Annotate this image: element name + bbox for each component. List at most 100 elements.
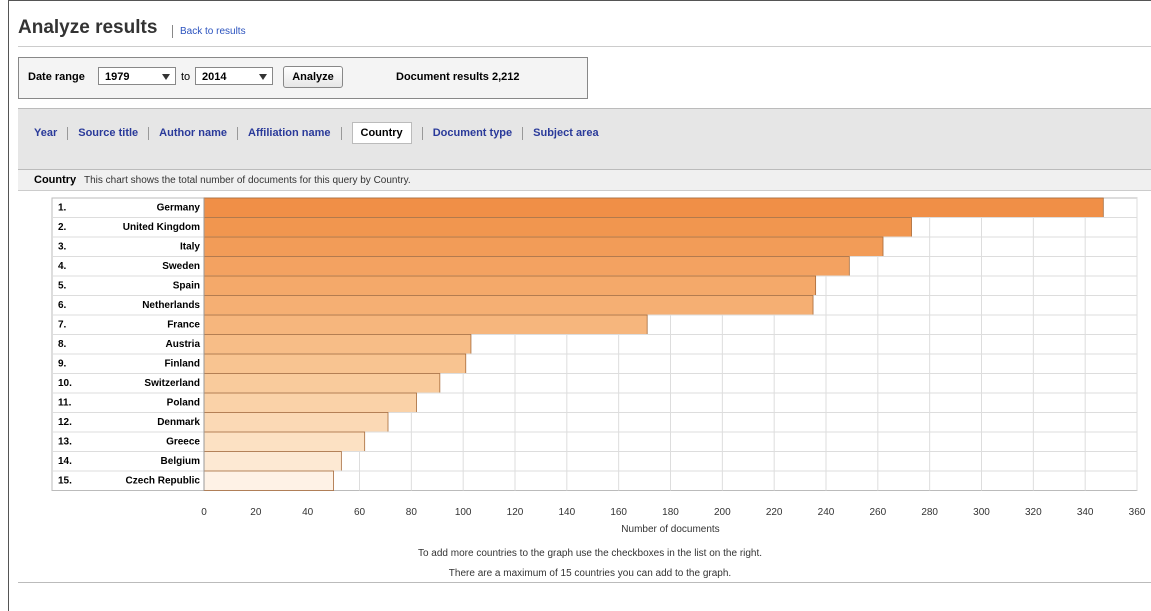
note: There are a maximum of 15 countries you … xyxy=(449,568,731,579)
to-select[interactable]: 2014 xyxy=(195,67,273,85)
rank-label: 5. xyxy=(58,280,67,291)
x-tick-label: 260 xyxy=(869,507,886,518)
bar xyxy=(203,373,441,394)
bar xyxy=(203,412,389,433)
x-tick-label: 320 xyxy=(1025,507,1042,518)
bar xyxy=(203,197,1104,218)
tab[interactable]: Subject area xyxy=(533,127,599,139)
separator xyxy=(172,25,173,38)
section-description: This chart shows the total number of doc… xyxy=(84,175,411,186)
x-tick-label: 120 xyxy=(507,507,524,518)
category-label: Switzerland xyxy=(144,378,200,389)
bar xyxy=(203,353,467,374)
category-label: Germany xyxy=(157,202,201,213)
x-tick-label: 280 xyxy=(921,507,938,518)
tab-separator xyxy=(148,126,150,140)
x-tick-label: 40 xyxy=(302,507,314,518)
category-label: Greece xyxy=(166,436,200,447)
tab-separator xyxy=(67,126,69,140)
page: Analyze results Back to results Date ran… xyxy=(8,0,1151,611)
bar xyxy=(203,236,884,257)
rank-label: 6. xyxy=(58,300,67,311)
x-tick-label: 80 xyxy=(406,507,418,518)
rank-label: 14. xyxy=(58,456,72,467)
rank-label: 1. xyxy=(58,202,67,213)
x-tick-label: 140 xyxy=(558,507,575,518)
category-label: France xyxy=(167,319,200,330)
result-count: Document results 2,212 xyxy=(396,71,520,83)
to-label: to xyxy=(181,71,191,83)
category-label: Czech Republic xyxy=(126,475,201,486)
tab-separator xyxy=(421,126,423,140)
x-tick-label: 160 xyxy=(610,507,627,518)
dropdown-arrow xyxy=(259,74,267,80)
category-label: Netherlands xyxy=(142,300,200,311)
x-tick-label: 240 xyxy=(818,507,835,518)
category-label: Italy xyxy=(180,241,200,252)
category-label: Belgium xyxy=(161,456,201,467)
category-label: United Kingdom xyxy=(123,222,200,233)
rank-label: 13. xyxy=(58,436,72,447)
x-tick-label: 60 xyxy=(354,507,366,518)
bar xyxy=(203,392,417,413)
x-axis-label: Number of documents xyxy=(621,524,719,535)
rank-label: 8. xyxy=(58,339,67,350)
date-range-label: Date range xyxy=(28,71,85,83)
x-tick-label: 20 xyxy=(250,507,262,518)
chart: 0 20 40 60 80 100 120 140 160 180 200 220 240 260 280 3… xyxy=(51,197,1146,579)
x-tick-label: 360 xyxy=(1129,507,1146,518)
rank-label: 11. xyxy=(58,397,72,408)
tab[interactable]: Affiliation name xyxy=(248,127,331,139)
x-tick-label: 340 xyxy=(1077,507,1094,518)
rank-label: 15. xyxy=(58,475,72,486)
tab[interactable]: Author name xyxy=(159,127,227,139)
rank-label: 4. xyxy=(58,261,67,272)
dropdown-arrow xyxy=(162,74,170,80)
x-tick-label: 0 xyxy=(201,507,207,518)
rank-label: 10. xyxy=(58,378,72,389)
analyze-button[interactable]: Analyze xyxy=(283,66,343,88)
category-label: Spain xyxy=(173,280,200,291)
x-tick-label: 100 xyxy=(455,507,472,518)
tab[interactable]: Document type xyxy=(432,127,513,139)
bar xyxy=(203,470,334,491)
section-title: Country xyxy=(34,174,77,186)
tab[interactable]: Country xyxy=(351,122,412,144)
page-title: Analyze results xyxy=(18,17,158,38)
from-select[interactable]: 1979 xyxy=(98,67,176,85)
section-header xyxy=(18,170,1151,191)
tab-separator xyxy=(237,126,238,140)
category-label: Sweden xyxy=(162,261,200,272)
bar xyxy=(203,334,472,355)
bar xyxy=(203,295,814,316)
x-tick-label: 300 xyxy=(973,507,990,518)
rank-label: 9. xyxy=(58,358,67,369)
tabs: Year Source title Author name Affiliation n… xyxy=(34,122,599,144)
category-label: Denmark xyxy=(157,417,200,428)
tab-bar xyxy=(18,108,1151,170)
to-value: 2014 xyxy=(202,71,227,83)
category-label: Austria xyxy=(166,339,201,350)
tab[interactable]: Year xyxy=(34,127,58,139)
rank-label: 12. xyxy=(58,417,72,428)
bar xyxy=(203,431,366,452)
tab-separator xyxy=(340,126,342,140)
x-tick-label: 220 xyxy=(766,507,783,518)
rank-label: 2. xyxy=(58,222,67,233)
x-tick-label: 180 xyxy=(662,507,679,518)
category-label: Finland xyxy=(164,358,200,369)
rank-label: 3. xyxy=(58,241,67,252)
frame xyxy=(8,0,1151,611)
bar xyxy=(203,256,850,277)
title-rule xyxy=(18,46,1151,47)
from-value: 1979 xyxy=(105,71,130,83)
bar xyxy=(203,451,342,472)
tab-separator xyxy=(522,126,524,140)
bottom-rule xyxy=(18,582,1151,583)
rank-label: 7. xyxy=(58,319,67,330)
bar xyxy=(203,217,912,238)
note: To add more countries to the graph use t… xyxy=(418,548,762,559)
back-link[interactable]: Back to results xyxy=(180,26,246,37)
x-tick-label: 200 xyxy=(714,507,731,518)
tab[interactable]: Source title xyxy=(78,127,139,139)
